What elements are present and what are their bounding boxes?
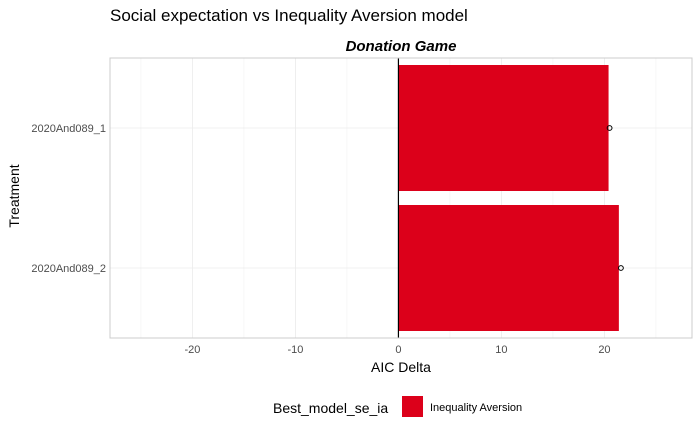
x-tick-label: 20 [598, 344, 610, 356]
facet-strip-label: Donation Game [346, 38, 457, 55]
bar-2020And089_1 [398, 65, 609, 191]
chart-title: Social expectation vs Inequality Aversio… [110, 6, 468, 25]
points [606, 125, 624, 271]
panel-border [109, 57, 693, 339]
point-2020And089_1 [606, 125, 613, 131]
x-tick-label: -10 [287, 344, 303, 356]
x-tick-label: 10 [495, 344, 507, 356]
point-2020And089_2 [618, 265, 624, 271]
bars [398, 65, 619, 331]
y-tick-label: 2020And089_1 [31, 123, 106, 135]
x-axis-label: AIC Delta [371, 359, 431, 375]
legend: Best_model_se_ia Inequality Aversion [273, 396, 522, 417]
y-axis-ticks: 2020And089_1 2020And089_2 [31, 123, 106, 275]
legend-title: Best_model_se_ia [273, 400, 388, 416]
x-tick-label: -20 [184, 344, 200, 356]
legend-key-inequality-aversion [402, 396, 423, 417]
legend-item-label: Inequality Aversion [430, 402, 522, 414]
y-tick-label: 2020And089_2 [31, 263, 106, 275]
bar-2020And089_2 [398, 205, 619, 331]
x-tick-label: 0 [395, 344, 401, 356]
x-axis-ticks: -20 -10 0 10 20 [184, 344, 610, 356]
y-axis-label: Treatment [6, 164, 22, 227]
